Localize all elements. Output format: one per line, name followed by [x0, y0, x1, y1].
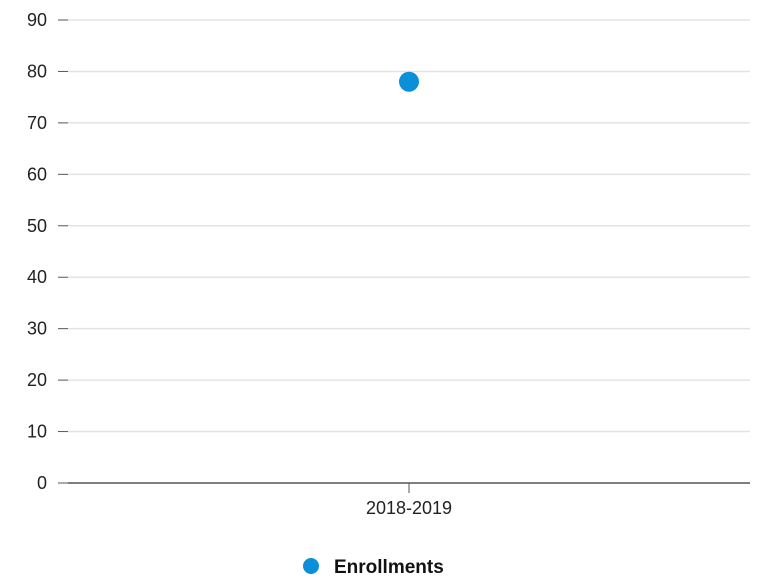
y-tick-label: 20	[27, 370, 47, 390]
data-point[interactable]	[399, 71, 419, 92]
y-tick-label: 30	[27, 319, 47, 339]
y-tick-label: 0	[37, 473, 47, 493]
y-tick-label: 90	[27, 10, 47, 30]
y-tick-label: 80	[27, 61, 47, 81]
legend-label[interactable]: Enrollments	[334, 557, 444, 578]
legend: Enrollments	[303, 557, 444, 578]
y-tick-label: 10	[27, 422, 47, 442]
y-tick-label: 60	[27, 164, 47, 184]
x-tick-label: 2018-2019	[366, 498, 452, 518]
legend-marker	[303, 558, 319, 574]
y-tick-label: 70	[27, 113, 47, 133]
plot-area	[399, 71, 419, 92]
y-tick-label: 40	[27, 267, 47, 287]
y-tick-label: 50	[27, 216, 47, 236]
x-axis: 2018-2019	[68, 482, 750, 518]
gridlines	[68, 19, 750, 433]
y-axis: 0 10 20 30 40 50 60 70 80 90	[27, 10, 68, 493]
